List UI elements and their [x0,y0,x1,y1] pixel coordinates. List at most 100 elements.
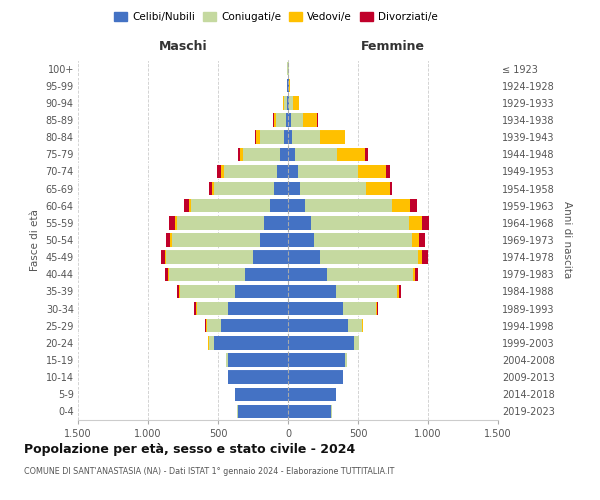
Bar [422,250,428,264]
Bar [288,370,343,384]
Bar [270,199,288,212]
Bar [221,319,288,332]
Bar [419,234,425,246]
Bar [209,336,214,349]
Bar [283,96,284,110]
Bar [245,268,288,281]
Bar [288,114,291,126]
Bar [206,319,207,332]
Bar [274,182,288,196]
Bar [320,250,418,264]
Bar [320,130,344,144]
Bar [413,268,415,281]
Y-axis label: Fasce di età: Fasce di età [30,209,40,271]
Bar [298,164,358,178]
Bar [256,130,260,144]
Bar [260,130,284,144]
Text: Femmine: Femmine [361,40,425,53]
Bar [288,268,327,281]
Bar [228,302,288,316]
Bar [264,216,288,230]
Bar [288,404,331,418]
Bar [288,250,320,264]
Bar [305,199,392,212]
Bar [205,319,206,332]
Text: COMUNE DI SANT'ANASTASIA (NA) - Dati ISTAT 1° gennaio 2024 - Elaborazione TUTTIT: COMUNE DI SANT'ANASTASIA (NA) - Dati IST… [24,468,394,476]
Bar [288,284,335,298]
Bar [288,79,289,92]
Bar [392,199,410,212]
Bar [335,284,397,298]
Bar [214,182,274,196]
Bar [288,199,305,212]
Bar [346,354,347,366]
Bar [314,234,412,246]
Bar [288,164,298,178]
Bar [288,354,346,366]
Bar [348,319,362,332]
Bar [311,216,409,230]
Bar [274,114,276,126]
Bar [238,404,288,418]
Bar [240,148,242,161]
Bar [166,250,253,264]
Bar [410,199,417,212]
Bar [343,302,376,316]
Y-axis label: Anni di nascita: Anni di nascita [562,202,572,278]
Bar [194,302,196,316]
Bar [224,164,277,178]
Bar [289,79,290,92]
Bar [209,182,212,196]
Text: Maschi: Maschi [158,40,208,53]
Bar [409,216,422,230]
Bar [175,216,178,230]
Bar [288,96,289,110]
Bar [235,284,288,298]
Bar [289,96,293,110]
Bar [398,284,401,298]
Bar [221,164,224,178]
Bar [166,234,170,246]
Bar [288,336,354,349]
Bar [238,148,240,161]
Bar [366,182,390,196]
Bar [287,96,288,110]
Bar [288,234,314,246]
Bar [191,199,270,212]
Bar [295,148,337,161]
Bar [169,268,245,281]
Bar [288,216,311,230]
Bar [412,234,419,246]
Bar [284,96,287,110]
Bar [288,302,343,316]
Bar [344,130,346,144]
Bar [255,130,256,144]
Bar [214,336,288,349]
Bar [292,130,320,144]
Bar [377,302,378,316]
Bar [208,336,209,349]
Bar [337,148,365,161]
Bar [207,319,221,332]
Bar [190,199,191,212]
Bar [180,284,235,298]
Bar [172,234,260,246]
Bar [415,268,418,281]
Bar [226,354,228,366]
Bar [304,114,317,126]
Text: Popolazione per età, sesso e stato civile - 2024: Popolazione per età, sesso e stato civil… [24,442,355,456]
Bar [288,388,335,401]
Bar [362,319,364,332]
Bar [300,182,366,196]
Bar [176,284,179,298]
Bar [277,164,288,178]
Bar [397,284,398,298]
Bar [217,164,221,178]
Bar [167,268,169,281]
Bar [197,302,228,316]
Bar [165,250,166,264]
Bar [260,234,288,246]
Bar [288,148,295,161]
Bar [291,114,304,126]
Bar [354,336,359,349]
